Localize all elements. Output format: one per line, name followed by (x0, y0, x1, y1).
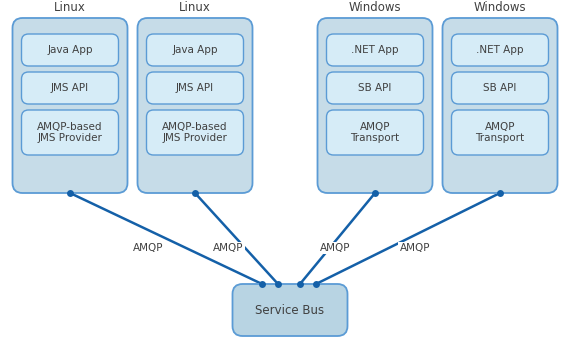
Text: AMQP: AMQP (213, 243, 243, 253)
Text: Linux: Linux (179, 1, 211, 14)
Text: JMS API: JMS API (51, 83, 89, 93)
Text: AMQP: AMQP (320, 243, 350, 253)
Text: .NET App: .NET App (476, 45, 523, 55)
Text: SB API: SB API (358, 83, 392, 93)
Text: AMQP
Transport: AMQP Transport (350, 122, 400, 143)
Text: JMS API: JMS API (176, 83, 214, 93)
FancyBboxPatch shape (451, 110, 548, 155)
Text: AMQP
Transport: AMQP Transport (475, 122, 525, 143)
FancyBboxPatch shape (327, 110, 424, 155)
FancyBboxPatch shape (138, 18, 253, 193)
Text: Linux: Linux (54, 1, 86, 14)
FancyBboxPatch shape (21, 72, 119, 104)
FancyBboxPatch shape (21, 34, 119, 66)
FancyBboxPatch shape (232, 284, 347, 336)
Text: .NET App: .NET App (352, 45, 399, 55)
FancyBboxPatch shape (451, 72, 548, 104)
FancyBboxPatch shape (443, 18, 558, 193)
Text: Java App: Java App (47, 45, 93, 55)
FancyBboxPatch shape (146, 34, 243, 66)
FancyBboxPatch shape (327, 72, 424, 104)
FancyBboxPatch shape (146, 110, 243, 155)
Text: AMQP-based
JMS Provider: AMQP-based JMS Provider (162, 122, 228, 143)
Text: Java App: Java App (172, 45, 218, 55)
Text: Windows: Windows (474, 1, 526, 14)
Text: SB API: SB API (483, 83, 517, 93)
Text: Service Bus: Service Bus (256, 303, 325, 316)
FancyBboxPatch shape (13, 18, 127, 193)
FancyBboxPatch shape (451, 34, 548, 66)
FancyBboxPatch shape (327, 34, 424, 66)
FancyBboxPatch shape (21, 110, 119, 155)
FancyBboxPatch shape (146, 72, 243, 104)
FancyBboxPatch shape (317, 18, 432, 193)
Text: AMQP: AMQP (132, 243, 163, 253)
Text: AMQP: AMQP (400, 243, 431, 253)
Text: AMQP-based
JMS Provider: AMQP-based JMS Provider (37, 122, 103, 143)
Text: Windows: Windows (349, 1, 401, 14)
